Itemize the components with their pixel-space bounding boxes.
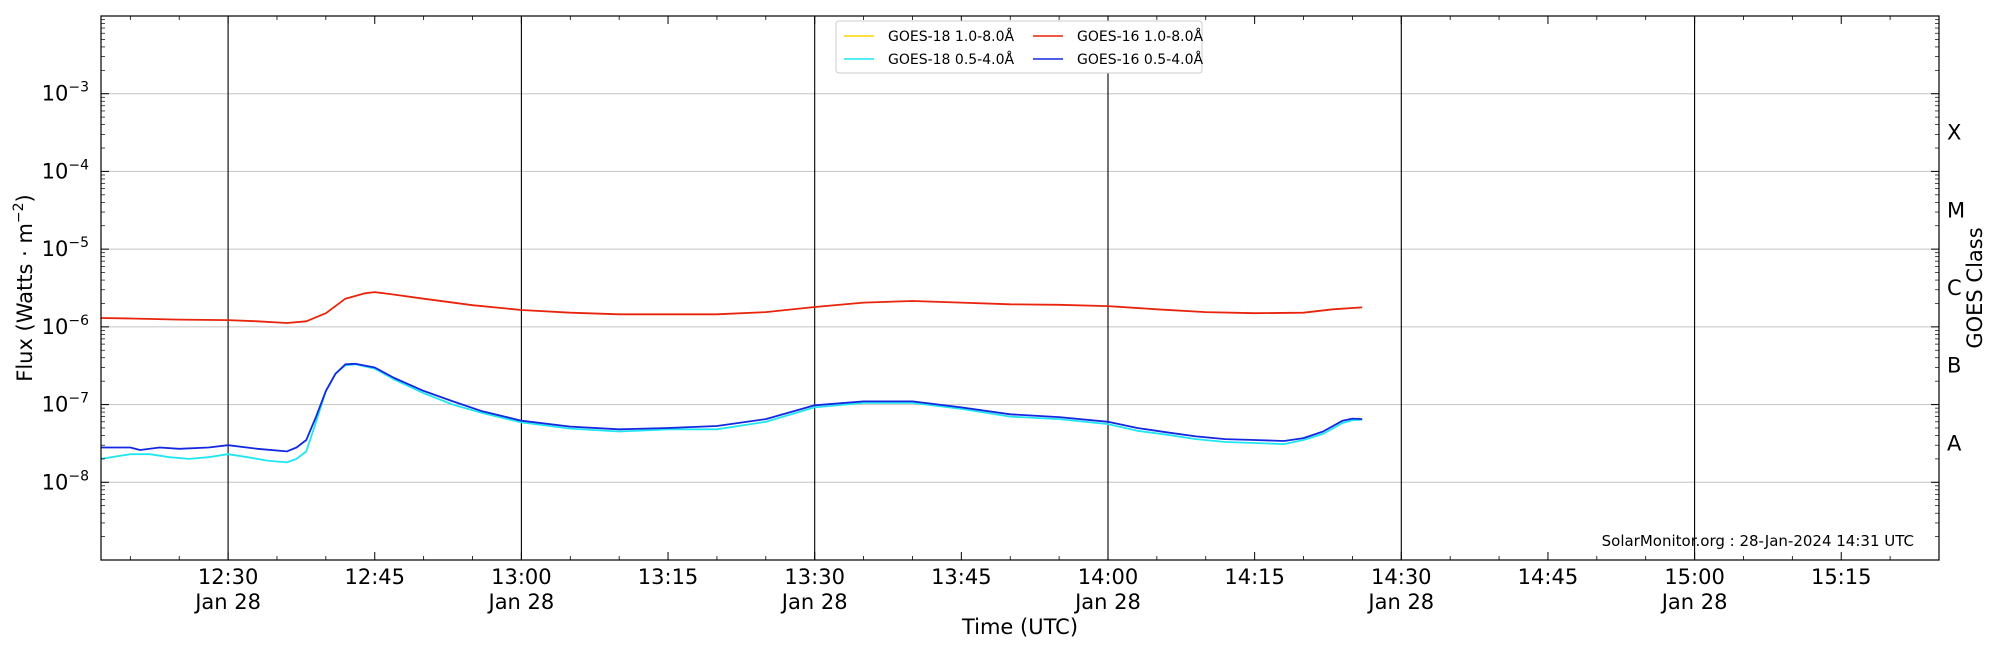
x-tick-label: 14:30 bbox=[1371, 565, 1432, 589]
x-tick-label: 13:00 bbox=[491, 565, 552, 589]
y-tick-exponent: −3 bbox=[68, 80, 89, 96]
x-tick-label: 13:15 bbox=[638, 565, 699, 589]
y-tick-label: 10−8 bbox=[42, 468, 89, 494]
y-tick-base: 10 bbox=[42, 393, 69, 417]
goes-class-labels: A B C M X bbox=[1947, 121, 1965, 456]
y-axis-ticks: 10−810−710−610−510−410−3 bbox=[42, 15, 1939, 561]
legend: GOES-18 1.0-8.0Å GOES-18 0.5-4.0Å GOES-16 … bbox=[835, 20, 1203, 74]
y-tick-label: 10−6 bbox=[42, 313, 89, 339]
x-axis-label: Time (UTC) bbox=[961, 615, 1078, 639]
legend-label: GOES-16 0.5-4.0Å bbox=[1077, 51, 1203, 68]
time-guide-lines bbox=[227, 16, 1696, 560]
series-line bbox=[101, 362, 1363, 453]
series-line bbox=[100, 363, 1363, 464]
x-tick-date-label: Jan 28 bbox=[780, 590, 848, 614]
legend-label: GOES-16 1.0-8.0Å bbox=[1077, 28, 1203, 45]
plot-frame bbox=[100, 15, 1940, 561]
x-tick-label: 15:15 bbox=[1811, 565, 1872, 589]
goes-class-label: C bbox=[1947, 276, 1962, 300]
goes-class-label: A bbox=[1947, 431, 1962, 455]
y-tick-base: 10 bbox=[42, 159, 69, 183]
grid bbox=[101, 93, 1939, 483]
legend-box bbox=[835, 20, 1203, 74]
x-tick-date-label: Jan 28 bbox=[1660, 590, 1728, 614]
x-tick-label: 15:00 bbox=[1664, 565, 1725, 589]
y-axis-label-exponent: −2 bbox=[11, 202, 27, 223]
y-tick-exponent: −4 bbox=[68, 157, 89, 173]
goes-class-label: M bbox=[1947, 198, 1965, 222]
y-axis-label: Flux (Watts · m−2) bbox=[11, 194, 37, 382]
y-tick-exponent: −6 bbox=[68, 313, 89, 329]
x-tick-label: 12:45 bbox=[344, 565, 405, 589]
y-tick-exponent: −8 bbox=[68, 468, 89, 484]
x-tick-date-label: Jan 28 bbox=[487, 590, 555, 614]
y-axis-label-main: Flux (Watts · m bbox=[13, 223, 37, 382]
y-tick-exponent: −7 bbox=[68, 391, 89, 407]
y-tick-label: 10−5 bbox=[42, 235, 89, 261]
y-tick-label: 10−4 bbox=[42, 157, 89, 183]
x-tick-label: 13:45 bbox=[931, 565, 992, 589]
goes-class-label: X bbox=[1947, 121, 1961, 145]
x-tick-label: 14:45 bbox=[1518, 565, 1579, 589]
legend-items: GOES-18 1.0-8.0Å GOES-18 0.5-4.0Å GOES-16 … bbox=[844, 28, 1203, 68]
y-axis-label-close: ) bbox=[13, 194, 37, 202]
y-tick-label: 10−3 bbox=[42, 80, 89, 106]
x-tick-date-label: Jan 28 bbox=[1073, 590, 1141, 614]
y-tick-label: 10−7 bbox=[42, 391, 89, 417]
legend-label: GOES-18 1.0-8.0Å bbox=[888, 28, 1014, 45]
series-line bbox=[100, 291, 1363, 324]
credit-text: SolarMonitor.org : 28-Jan-2024 14:31 UTC bbox=[1602, 532, 1914, 550]
y-tick-exponent: −5 bbox=[68, 235, 89, 251]
y-tick-base: 10 bbox=[42, 315, 69, 339]
series-lines bbox=[100, 291, 1363, 464]
x-tick-date-label: Jan 28 bbox=[1366, 590, 1434, 614]
y-tick-base: 10 bbox=[42, 237, 69, 261]
x-tick-label: 13:30 bbox=[784, 565, 845, 589]
x-tick-label: 12:30 bbox=[198, 565, 259, 589]
y-tick-base: 10 bbox=[42, 470, 69, 494]
goes-class-label: B bbox=[1947, 354, 1961, 378]
goes-class-axis-label: GOES Class bbox=[1963, 227, 1987, 348]
x-tick-date-label: Jan 28 bbox=[193, 590, 261, 614]
y-tick-base: 10 bbox=[42, 82, 69, 106]
x-tick-label: 14:00 bbox=[1078, 565, 1139, 589]
x-tick-label: 14:15 bbox=[1224, 565, 1285, 589]
legend-label: GOES-18 0.5-4.0Å bbox=[888, 51, 1014, 68]
